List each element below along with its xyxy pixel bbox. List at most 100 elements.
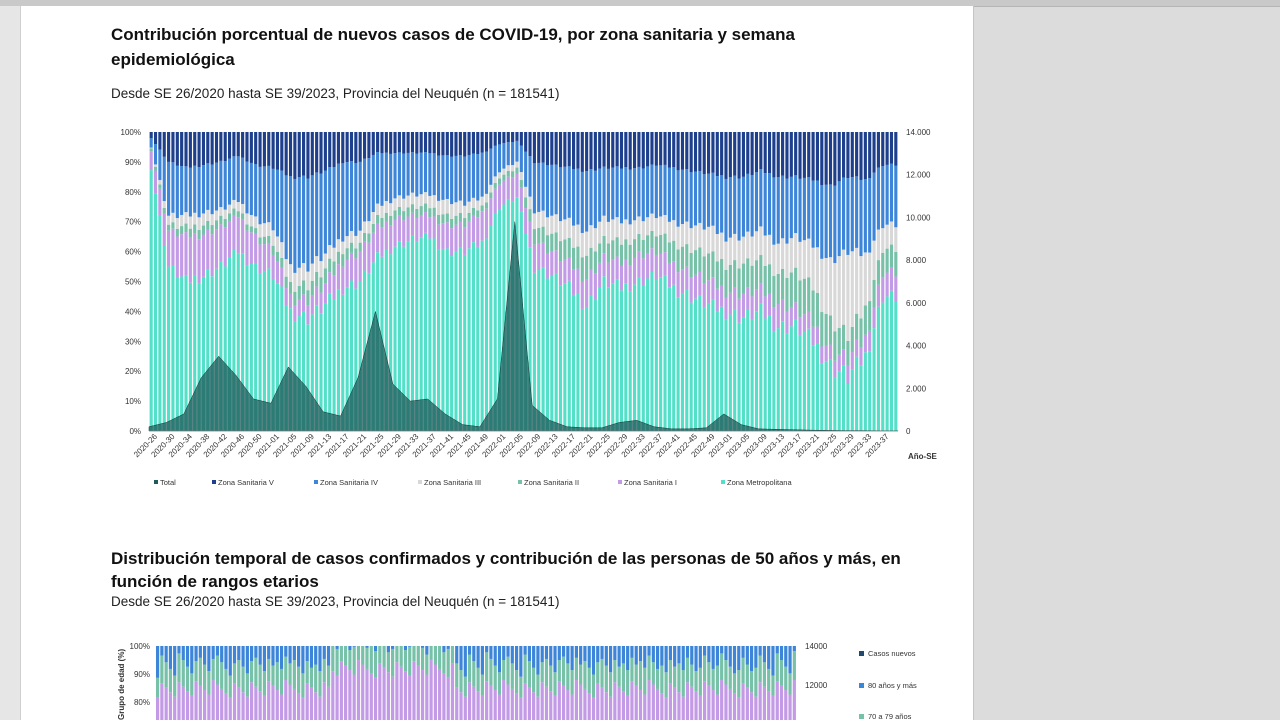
bar-segment — [850, 177, 854, 252]
bar-segment — [175, 277, 179, 431]
bar-segment — [881, 166, 885, 229]
bar-segment-2 — [241, 692, 245, 720]
bar-segment-2 — [681, 670, 685, 697]
bar-segment — [663, 214, 667, 234]
bar-segment-2 — [771, 695, 775, 720]
bar-segment-2 — [369, 673, 373, 720]
bar-segment — [663, 275, 667, 431]
bar-segment-2 — [395, 662, 399, 720]
bar-segment — [702, 256, 706, 284]
bar-segment — [445, 198, 449, 214]
bar-segment — [227, 220, 232, 258]
bar-segment — [454, 202, 458, 216]
bar-segment-2 — [245, 673, 249, 697]
bar-segment — [410, 235, 415, 431]
bar-segment — [554, 232, 558, 251]
bar-segment — [619, 168, 624, 224]
bar-segment — [606, 287, 610, 431]
bar-segment — [376, 214, 380, 224]
bar-segment — [223, 227, 227, 267]
bar-segment — [885, 224, 889, 249]
bar-segment-2 — [292, 646, 296, 661]
bar-segment — [302, 311, 306, 431]
bar-segment — [889, 221, 894, 245]
bar-segment — [162, 132, 166, 157]
bar-segment-2 — [485, 652, 489, 682]
bar-segment — [249, 214, 253, 227]
bar-segment — [302, 263, 306, 281]
bar-segment-2 — [297, 646, 301, 667]
bar-segment-2 — [416, 665, 420, 720]
bar-segment — [323, 268, 327, 284]
bar-segment — [450, 256, 454, 431]
bar-segment-2 — [762, 662, 767, 687]
bar-segment — [393, 219, 397, 247]
bar-segment — [297, 132, 301, 178]
bar-segment-2 — [630, 681, 634, 720]
bar-segment — [219, 224, 223, 262]
bar-segment-2 — [779, 646, 784, 661]
bar-segment — [611, 132, 615, 168]
bar-segment-2 — [711, 690, 715, 720]
bar-segment-2 — [587, 667, 591, 694]
bar-segment-2 — [173, 646, 177, 676]
bar-segment-2 — [570, 694, 574, 720]
bar-segment — [811, 247, 815, 291]
bar-segment — [262, 223, 266, 237]
bar-segment — [842, 365, 846, 431]
bar-segment — [855, 356, 859, 431]
bar-segment — [493, 132, 497, 146]
bar-segment-2 — [335, 675, 339, 720]
bar-segment — [689, 228, 693, 253]
bar-segment — [767, 315, 772, 431]
bar-segment — [676, 249, 680, 273]
bar-segment-2 — [715, 694, 720, 720]
bar-segment-2 — [254, 657, 258, 687]
bar-segment — [741, 176, 745, 237]
bar-segment — [698, 222, 702, 248]
bar-segment — [894, 132, 898, 166]
bar-segment — [598, 287, 602, 431]
bar-segment-2 — [651, 684, 655, 720]
bar-segment-2 — [297, 666, 301, 694]
bar-segment — [754, 311, 759, 431]
bar-segment-2 — [173, 696, 177, 720]
bar-segment — [310, 263, 314, 281]
bar-segment — [306, 271, 310, 291]
bar-segment — [737, 298, 741, 323]
bar-segment — [515, 132, 519, 141]
bar-segment — [371, 132, 375, 155]
bar-segment-2 — [579, 664, 583, 685]
bar-segment — [889, 267, 894, 291]
bar-segment — [502, 204, 506, 431]
left-tick-label: 50% — [125, 278, 141, 287]
bar-segment — [855, 313, 859, 340]
bar-segment-2 — [228, 646, 232, 676]
bar-segment-2 — [177, 682, 181, 720]
bar-segment — [789, 326, 793, 431]
bar-segment — [524, 132, 528, 152]
bar-segment — [580, 308, 584, 431]
bar-segment — [158, 132, 162, 150]
bar-segment-2 — [587, 693, 591, 720]
bar-segment-2 — [574, 646, 578, 658]
bar-segment — [410, 212, 415, 236]
bar-segment-2 — [258, 691, 262, 720]
bar-segment — [807, 132, 811, 178]
bar-segment — [210, 214, 214, 226]
bar-segment — [815, 180, 820, 248]
bar-segment-2 — [318, 671, 322, 697]
bar-segment — [846, 383, 850, 431]
bar-segment — [646, 217, 650, 236]
bar-segment — [763, 132, 767, 174]
bar-segment — [759, 283, 763, 304]
bar-segment — [153, 170, 158, 194]
bar-segment-2 — [728, 688, 732, 720]
bar-segment — [685, 221, 689, 245]
bar-segment — [650, 271, 654, 431]
bar-segment — [171, 162, 175, 213]
bar-segment — [402, 211, 406, 221]
bar-segment — [280, 132, 284, 171]
bar-segment — [280, 286, 284, 431]
bar-segment — [319, 132, 323, 174]
